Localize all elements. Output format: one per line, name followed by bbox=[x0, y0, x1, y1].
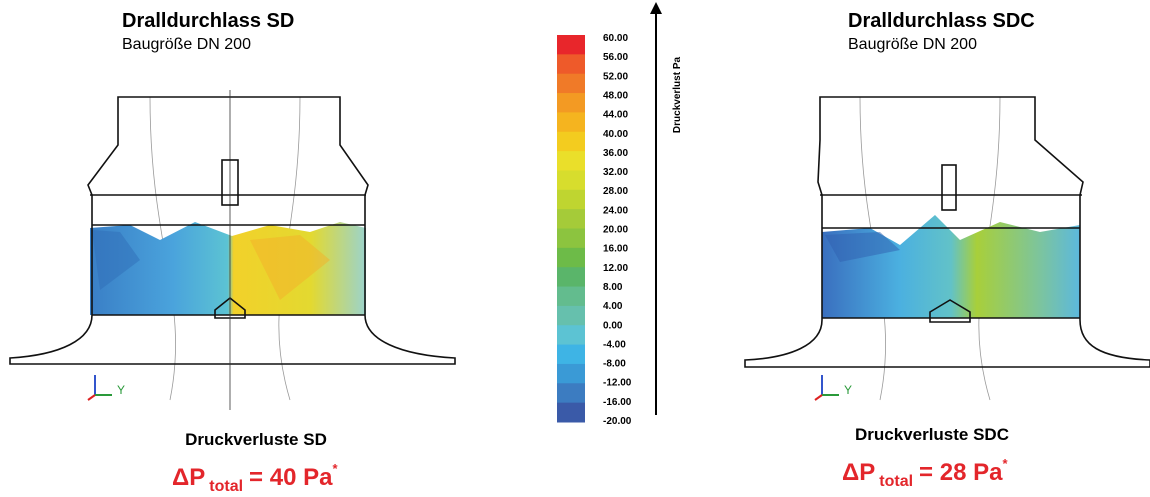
result: ΔP total = 28 Pa* bbox=[842, 456, 1008, 490]
axis-label: Y bbox=[844, 383, 852, 397]
scale-swatch bbox=[557, 325, 585, 346]
scale-label: -4.00 bbox=[603, 339, 626, 350]
scale-label: 16.00 bbox=[603, 244, 628, 255]
title: Dralldurchlass SD bbox=[122, 10, 294, 32]
scale-swatch bbox=[557, 151, 585, 171]
scale-label: 60.00 bbox=[603, 33, 628, 44]
scale-swatch bbox=[557, 286, 585, 307]
color-scale: 60.00 56.00 52.00 48.00 44.00 40.00 36.00 32.00… bbox=[557, 2, 662, 427]
footnote: * bbox=[332, 461, 338, 476]
scale-label: -12.00 bbox=[603, 378, 632, 389]
scale-label: 36.00 bbox=[603, 148, 628, 159]
scale-label: 32.00 bbox=[603, 167, 628, 178]
subtitle: Baugröße DN 200 bbox=[122, 36, 251, 53]
scale-label: -20.00 bbox=[603, 416, 632, 427]
scale-swatch bbox=[557, 209, 585, 229]
scale-swatch bbox=[557, 112, 585, 133]
swirl-field bbox=[822, 215, 1080, 318]
scale-swatch bbox=[557, 93, 585, 113]
scale-swatch bbox=[557, 189, 585, 210]
symbol: ΔP bbox=[172, 464, 205, 491]
scale-label: 48.00 bbox=[603, 90, 628, 101]
footnote: * bbox=[1002, 456, 1008, 471]
scale-label: -16.00 bbox=[603, 397, 632, 408]
scale-label: -8.00 bbox=[603, 359, 626, 370]
scale-swatch bbox=[557, 54, 585, 75]
subscript: total bbox=[209, 478, 243, 495]
scale-label: 44.00 bbox=[603, 110, 628, 121]
diffuser-sdc: Y bbox=[744, 96, 1150, 401]
scale-label: 24.00 bbox=[603, 205, 628, 216]
scale-swatch bbox=[557, 363, 585, 384]
scale-swatch bbox=[557, 170, 585, 191]
symbol: ΔP bbox=[842, 459, 875, 486]
caption: Druckverluste SD bbox=[185, 430, 327, 449]
scale-title: Druckverlust Pa bbox=[672, 56, 683, 133]
scale-label: 8.00 bbox=[603, 282, 623, 293]
axis-label: Y bbox=[117, 383, 125, 397]
scale-swatch bbox=[557, 305, 585, 326]
scale-swatch bbox=[557, 228, 585, 249]
scale-label: 56.00 bbox=[603, 52, 628, 63]
scale-swatch bbox=[557, 344, 585, 365]
scale-swatch bbox=[557, 73, 585, 94]
caption: Druckverluste SDC bbox=[855, 425, 1009, 444]
scale-label: 0.00 bbox=[603, 320, 623, 331]
title: Dralldurchlass SDC bbox=[848, 10, 1035, 32]
swirl-field bbox=[90, 222, 366, 315]
result: ΔP total = 40 Pa* bbox=[172, 461, 338, 495]
scale-swatch bbox=[557, 383, 585, 404]
scale-swatch bbox=[557, 267, 585, 288]
scale-swatch bbox=[557, 247, 585, 268]
scale-swatch bbox=[557, 131, 585, 152]
diffuser-sd: Y bbox=[9, 90, 456, 410]
scale-label: 40.00 bbox=[603, 129, 628, 140]
scale-swatch bbox=[557, 402, 585, 423]
scale-label: 20.00 bbox=[603, 225, 628, 236]
scale-label: 28.00 bbox=[603, 186, 628, 197]
scale-label: 4.00 bbox=[603, 301, 623, 312]
value-text: = 40 Pa bbox=[249, 464, 333, 491]
scale-label: 12.00 bbox=[603, 263, 628, 274]
value-text: = 28 Pa bbox=[919, 459, 1003, 486]
subtitle: Baugröße DN 200 bbox=[848, 36, 977, 53]
subscript: total bbox=[879, 473, 913, 490]
scale-swatch bbox=[557, 35, 585, 55]
scale-label: 52.00 bbox=[603, 71, 628, 82]
